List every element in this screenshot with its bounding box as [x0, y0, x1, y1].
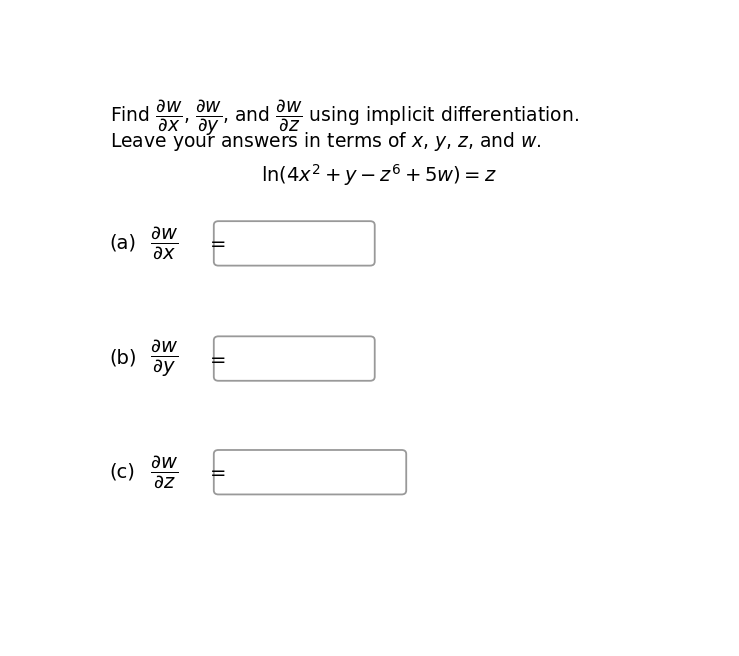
Text: (b): (b) — [109, 348, 137, 367]
Text: $=$: $=$ — [205, 348, 226, 367]
FancyBboxPatch shape — [214, 450, 406, 495]
Text: $\dfrac{\partial w}{\partial z}$: $\dfrac{\partial w}{\partial z}$ — [149, 453, 177, 490]
Text: $\dfrac{\partial w}{\partial y}$: $\dfrac{\partial w}{\partial y}$ — [149, 338, 177, 379]
FancyBboxPatch shape — [214, 221, 375, 266]
Text: $\ln(4x^2 + y - z^6 + 5w) = z$: $\ln(4x^2 + y - z^6 + 5w) = z$ — [261, 162, 497, 188]
FancyBboxPatch shape — [214, 337, 375, 380]
Text: Leave your answers in terms of $x$, $y$, $z$, and $w$.: Leave your answers in terms of $x$, $y$,… — [109, 130, 541, 153]
Text: $=$: $=$ — [205, 462, 226, 482]
Text: $=$: $=$ — [205, 234, 226, 253]
Text: (c): (c) — [109, 462, 135, 482]
Text: Find $\dfrac{\partial w}{\partial x}$, $\dfrac{\partial w}{\partial y}$, and $\d: Find $\dfrac{\partial w}{\partial x}$, $… — [109, 96, 579, 138]
Text: (a): (a) — [109, 234, 137, 253]
Text: $\dfrac{\partial w}{\partial x}$: $\dfrac{\partial w}{\partial x}$ — [149, 225, 177, 261]
